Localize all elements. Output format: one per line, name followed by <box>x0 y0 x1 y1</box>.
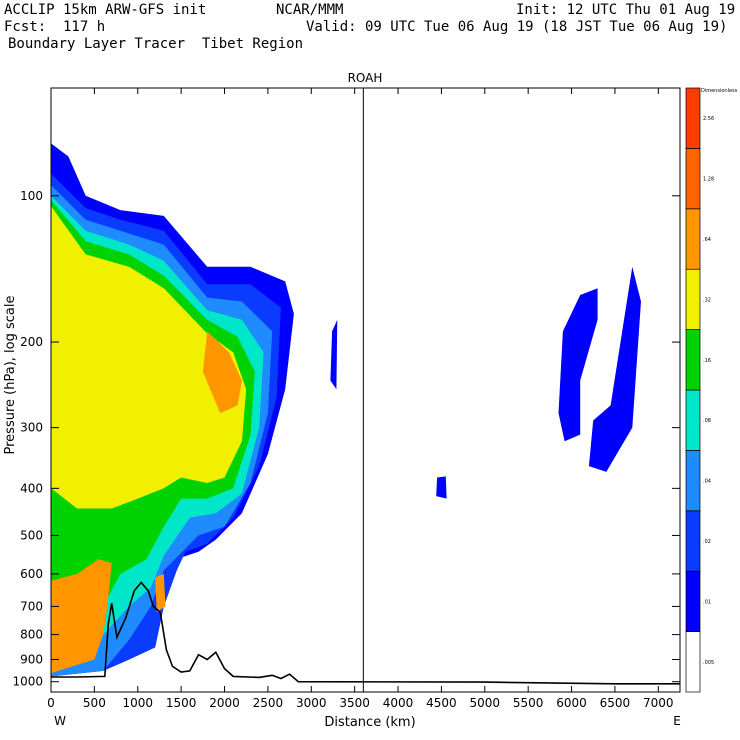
y-tick-label: 100 <box>20 189 43 203</box>
colorbar-segment <box>685 87 701 149</box>
header-model: ACCLIP 15km ARW-GFS init <box>4 2 207 18</box>
header-valid: Valid: 09 UTC Tue 06 Aug 19 (18 JST Tue … <box>306 19 728 35</box>
contour-region-3 <box>558 288 598 442</box>
y-tick-label: 800 <box>20 628 43 642</box>
colorbar-level-label: .02 <box>703 539 711 545</box>
colorbar: .005 .01 .02 .04 .08 .16 .32 .64 1.28 2.56 <box>685 87 714 693</box>
contour-region-1 <box>330 319 338 390</box>
y-tick-label: 700 <box>20 599 43 613</box>
y-tick-label: 300 <box>20 421 43 435</box>
x-tick-label: 7000 <box>643 696 674 710</box>
colorbar-segment <box>685 208 701 270</box>
colorbar-segment <box>685 570 701 632</box>
header-fcst: Fcst: 117 h <box>4 19 106 35</box>
terrain-layer <box>51 581 680 685</box>
x-tick-label: 6500 <box>600 696 631 710</box>
y-tick-label: 1000 <box>12 675 43 689</box>
y-tick-label: 600 <box>20 567 43 581</box>
colorbar-segment <box>685 510 701 572</box>
colorbar-level-label: .32 <box>703 297 711 303</box>
colorbar-segment <box>685 631 701 693</box>
contour-region-9 <box>51 206 247 509</box>
x-tick-label: 3000 <box>296 696 327 710</box>
x-tick-label: 2500 <box>253 696 284 710</box>
contour-region-4 <box>588 266 641 472</box>
y-tick-label: 400 <box>20 481 43 495</box>
colorbar-level-label: 1.28 <box>703 177 714 183</box>
x-axis-label: Distance (km) <box>324 715 415 730</box>
colorbar-unit-label: Dimensionless <box>701 88 738 94</box>
x-tick-label: 5500 <box>513 696 544 710</box>
colorbar-segment <box>685 389 701 451</box>
colorbar-level-label: 2.56 <box>703 116 714 122</box>
x-axis-left-label: W <box>54 714 66 728</box>
contour-region-2 <box>436 476 447 499</box>
contour-region-10 <box>202 331 242 414</box>
contour-region-11 <box>51 559 112 674</box>
plot-frame <box>50 87 681 693</box>
colorbar-segment <box>685 148 701 210</box>
x-tick-label: 500 <box>83 696 106 710</box>
header-org: NCAR/MMM <box>276 2 344 18</box>
header-field: Boundary Layer Tracer Tibet Region <box>8 36 304 52</box>
y-tick-label: 200 <box>20 335 43 349</box>
x-tick-label: 4500 <box>426 696 457 710</box>
contour-region-12 <box>155 573 166 613</box>
colorbar-level-label: .04 <box>703 479 711 485</box>
x-tick-label: 1000 <box>122 696 153 710</box>
colorbar-level-label: .005 <box>703 660 714 666</box>
colorbar-level-label: .08 <box>703 418 711 424</box>
x-tick-label: 4000 <box>383 696 414 710</box>
y-axis-label: Pressure (hPa), log scale <box>3 296 18 455</box>
x-tick-label: 0 <box>47 696 55 710</box>
x-tick-label: 6000 <box>556 696 587 710</box>
x-tick-label: 1500 <box>166 696 197 710</box>
colorbar-segment <box>685 450 701 512</box>
x-tick-label: 3500 <box>339 696 370 710</box>
x-tick-label: 2000 <box>209 696 240 710</box>
colorbar-level-label: .01 <box>703 599 711 605</box>
y-tick-label: 500 <box>20 528 43 542</box>
y-tick-label: 900 <box>20 652 43 666</box>
x-tick-label: 5000 <box>470 696 501 710</box>
axis-layer: 0 500 1000 1500 2000 2500 3000 3500 4000 4500 5000… <box>12 88 680 710</box>
colorbar-level-label: .64 <box>703 237 711 243</box>
contour-layer <box>51 143 641 677</box>
colorbar-segment <box>685 268 701 330</box>
chart-title: ROAH <box>348 71 383 85</box>
header-init: Init: 12 UTC Thu 01 Aug 19 <box>516 2 736 18</box>
x-axis-right-label: E <box>673 714 681 728</box>
colorbar-segment <box>685 329 701 391</box>
colorbar-level-label: .16 <box>703 358 711 364</box>
terrain-line <box>51 581 680 685</box>
